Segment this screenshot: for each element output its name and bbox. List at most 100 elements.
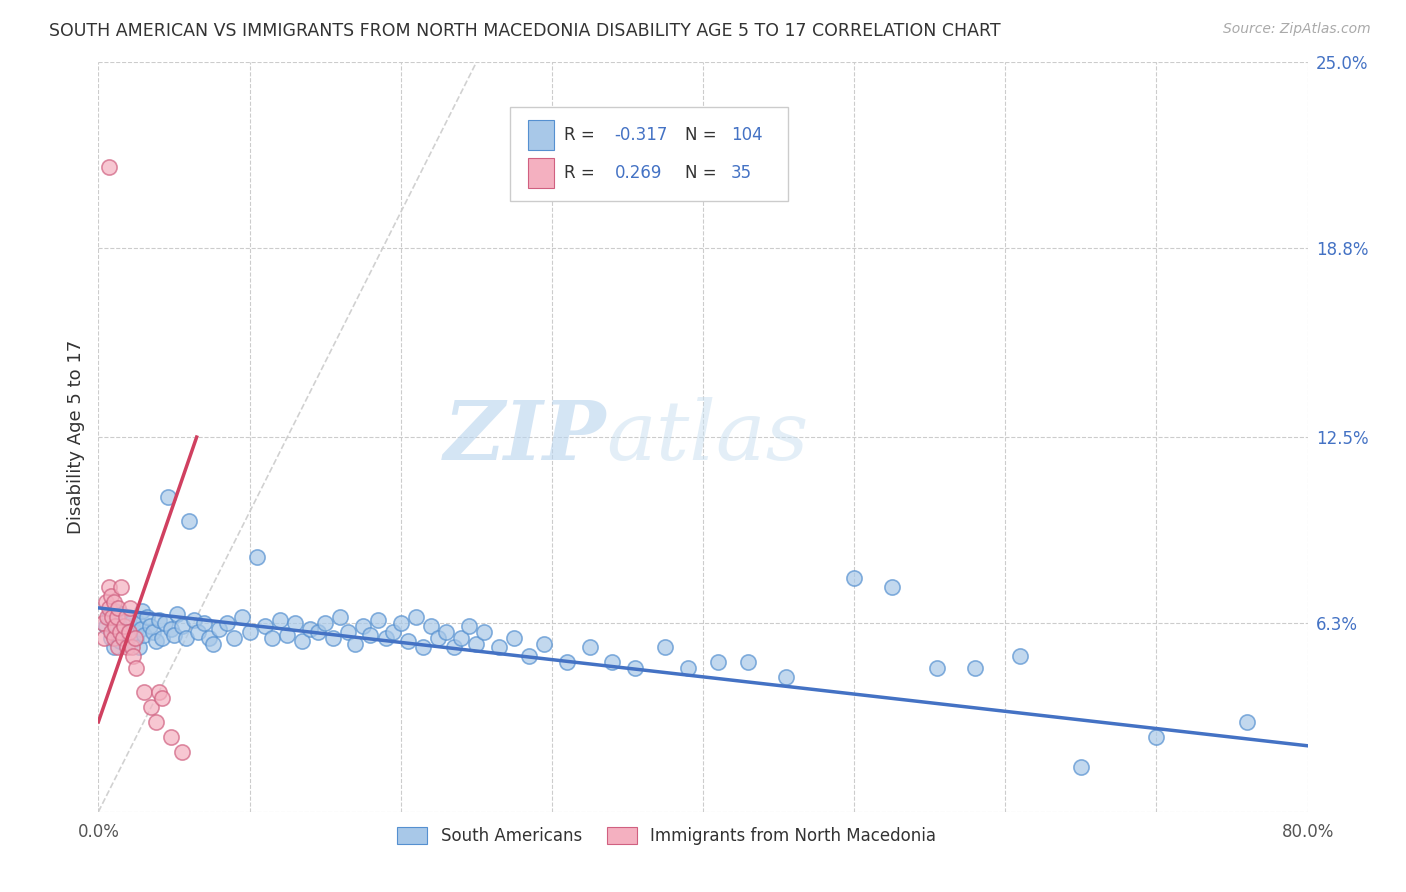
Point (115, 640, 138, 654)
Point (396, 633, 419, 648)
Point (150, 690, 173, 705)
Point (307, 624, 329, 639)
Point (322, 631, 344, 645)
Point (104, 619, 127, 633)
Point (707, 655, 730, 669)
Point (389, 615, 412, 630)
Point (96, 610, 118, 624)
FancyBboxPatch shape (527, 120, 554, 151)
Point (104, 604, 127, 618)
Text: ZIP: ZIP (444, 397, 606, 477)
Point (121, 640, 143, 654)
Point (927, 661, 949, 675)
Point (654, 640, 676, 654)
Point (472, 624, 495, 639)
Point (101, 610, 124, 624)
Point (98, 601, 121, 615)
Point (367, 613, 389, 627)
Point (174, 631, 197, 645)
Point (965, 661, 987, 675)
Point (291, 633, 314, 648)
Point (110, 580, 132, 594)
Point (427, 631, 450, 645)
Point (276, 628, 298, 642)
Point (443, 640, 465, 654)
Point (412, 640, 434, 654)
Text: atlas: atlas (606, 397, 808, 477)
Point (118, 628, 141, 642)
Point (120, 619, 142, 633)
Point (114, 637, 136, 651)
Point (624, 661, 647, 675)
Point (98, 610, 121, 624)
Point (121, 633, 143, 648)
Text: -0.317: -0.317 (614, 127, 668, 145)
Point (602, 655, 624, 669)
Point (262, 631, 284, 645)
Point (112, 615, 135, 630)
Point (284, 615, 307, 630)
Point (111, 631, 134, 645)
Point (374, 631, 396, 645)
Point (108, 624, 131, 639)
Point (124, 624, 146, 639)
Point (329, 610, 352, 624)
Point (163, 628, 186, 642)
Point (108, 633, 131, 648)
FancyBboxPatch shape (509, 107, 787, 201)
Point (450, 631, 472, 645)
Point (336, 624, 359, 639)
Point (124, 631, 146, 645)
Point (844, 571, 866, 585)
Point (231, 610, 253, 624)
Point (139, 619, 162, 633)
Text: R =: R = (564, 127, 600, 145)
Point (131, 604, 153, 618)
Text: 35: 35 (731, 164, 752, 182)
Y-axis label: Disability Age 5 to 17: Disability Age 5 to 17 (66, 340, 84, 534)
Point (118, 610, 141, 624)
Point (183, 613, 205, 627)
Text: R =: R = (564, 164, 600, 182)
Point (150, 631, 173, 645)
Point (115, 624, 138, 639)
Point (103, 595, 125, 609)
Point (420, 619, 443, 633)
Point (360, 628, 382, 642)
Point (246, 549, 269, 564)
Point (142, 624, 165, 639)
Point (170, 619, 193, 633)
Point (93, 631, 115, 645)
Point (145, 633, 167, 648)
Point (239, 624, 262, 639)
Text: N =: N = (685, 164, 721, 182)
Point (122, 613, 145, 627)
Point (160, 730, 183, 744)
Point (110, 622, 132, 636)
Text: 0.269: 0.269 (614, 164, 662, 182)
Point (676, 661, 699, 675)
Point (94, 595, 117, 609)
Text: N =: N = (685, 127, 721, 145)
Point (1010, 648, 1032, 663)
Point (118, 624, 141, 639)
Point (269, 613, 291, 627)
Point (103, 640, 125, 654)
Point (107, 613, 129, 627)
Point (153, 615, 176, 630)
Legend: South Americans, Immigrants from North Macedonia: South Americans, Immigrants from North M… (391, 821, 943, 852)
Point (197, 631, 219, 645)
Point (103, 615, 125, 630)
Point (187, 624, 209, 639)
FancyBboxPatch shape (527, 158, 554, 188)
Point (344, 637, 367, 651)
Point (1144, 730, 1167, 744)
Point (224, 631, 246, 645)
Point (405, 610, 427, 624)
Point (578, 640, 600, 654)
Point (166, 607, 188, 621)
Point (132, 628, 155, 642)
Point (100, 631, 122, 645)
Point (132, 685, 155, 699)
Point (125, 661, 148, 675)
